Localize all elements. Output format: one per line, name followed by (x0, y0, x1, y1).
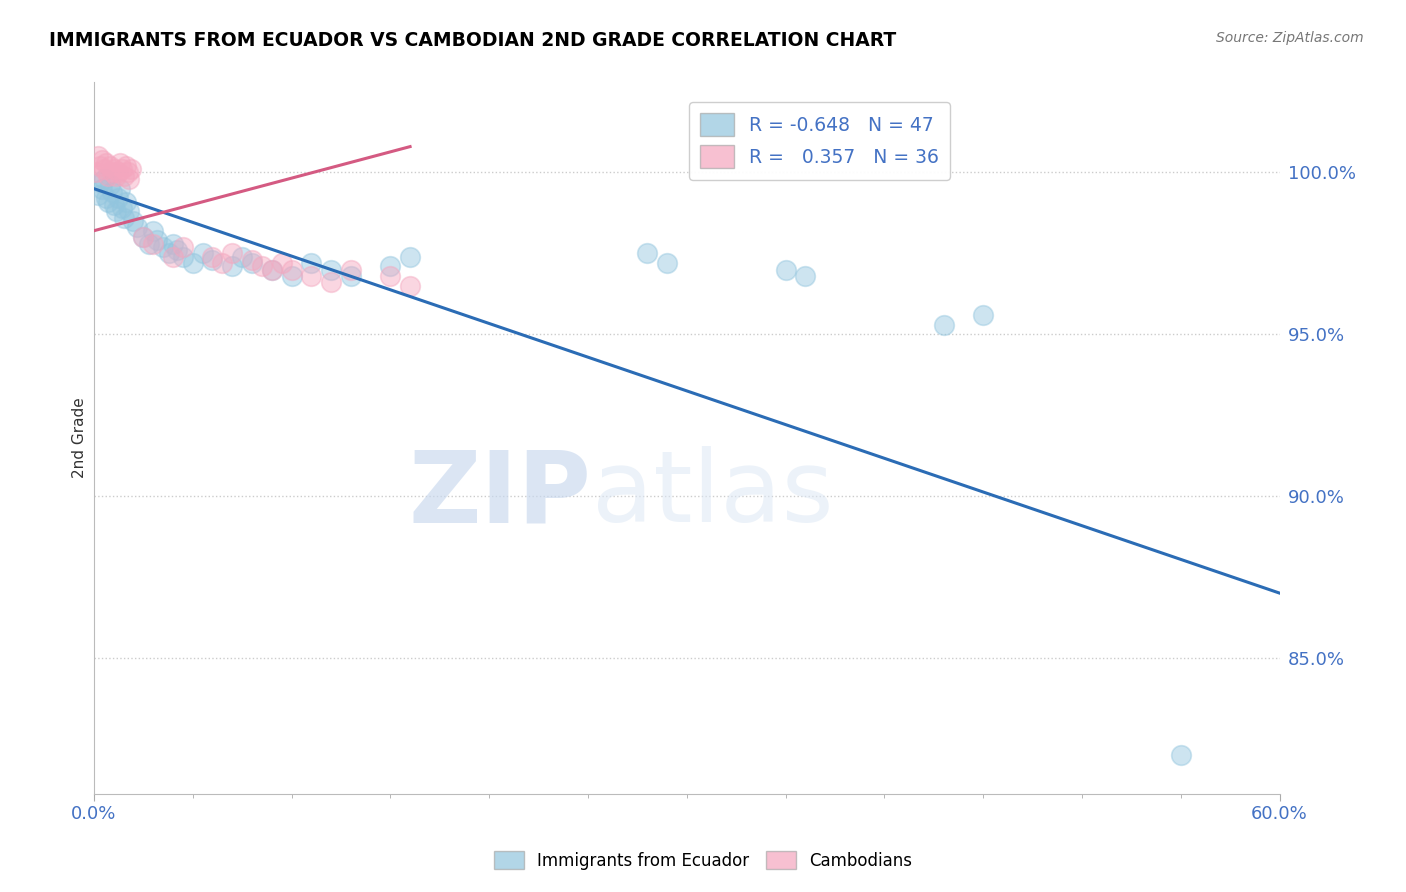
Point (794, 268, 817, 283)
Point (319, 276, 342, 290)
Point (231, 250, 253, 264)
Point (142, 236, 165, 251)
Point (108, 182, 131, 196)
Point (201, 250, 224, 264)
Point (172, 240, 194, 254)
Point (112, 211, 135, 225)
Point (103, 162, 125, 177)
Point (104, 204, 127, 219)
Point (112, 169, 135, 183)
Point (90, 153, 112, 167)
Point (399, 278, 422, 293)
Point (100, 185, 122, 199)
Point (94, 191, 117, 205)
Point (110, 162, 132, 177)
Point (270, 256, 292, 270)
Point (260, 262, 283, 277)
Point (132, 230, 155, 244)
Point (114, 159, 136, 173)
Y-axis label: 2nd Grade: 2nd Grade (72, 398, 87, 478)
Point (127, 220, 149, 235)
Point (121, 162, 143, 177)
Point (110, 201, 132, 215)
Point (98, 178, 121, 193)
Point (211, 256, 233, 270)
Text: IMMIGRANTS FROM ECUADOR VS CAMBODIAN 2ND GRADE CORRELATION CHART: IMMIGRANTS FROM ECUADOR VS CAMBODIAN 2ND… (49, 31, 897, 50)
Text: ZIP: ZIP (409, 446, 592, 543)
Point (260, 262, 283, 277)
Point (280, 262, 302, 277)
Point (181, 256, 204, 270)
Point (138, 236, 160, 251)
Point (93, 172, 115, 186)
Point (89, 175, 111, 189)
Point (107, 165, 129, 179)
Point (340, 268, 363, 283)
Point (340, 262, 363, 277)
Point (162, 236, 184, 251)
Point (100, 165, 122, 179)
Point (299, 256, 322, 270)
Point (93, 162, 115, 177)
Point (122, 214, 145, 228)
Point (240, 256, 263, 270)
Legend: R = -0.648   N = 47, R =   0.357   N = 36: R = -0.648 N = 47, R = 0.357 N = 36 (689, 102, 950, 179)
Point (118, 172, 141, 186)
Point (775, 262, 797, 277)
Point (221, 260, 243, 274)
Legend: Immigrants from Ecuador, Cambodians: Immigrants from Ecuador, Cambodians (486, 845, 920, 877)
Point (146, 234, 169, 248)
Point (87, 188, 110, 202)
Point (98, 159, 121, 173)
Point (380, 268, 402, 283)
Point (104, 169, 127, 183)
Point (132, 230, 155, 244)
Point (108, 155, 131, 169)
Point (201, 252, 224, 267)
Point (152, 240, 174, 254)
Point (118, 204, 141, 219)
Point (97, 169, 120, 183)
Point (172, 250, 194, 264)
Point (117, 165, 139, 179)
Point (399, 250, 422, 264)
Point (103, 198, 125, 212)
Point (299, 268, 322, 283)
Point (1170, 747, 1192, 762)
Point (280, 268, 302, 283)
Text: Source: ZipAtlas.com: Source: ZipAtlas.com (1216, 31, 1364, 45)
Point (932, 318, 955, 332)
Point (221, 246, 243, 260)
Point (380, 260, 402, 274)
Point (90, 182, 112, 196)
Point (84, 165, 107, 179)
Point (655, 256, 678, 270)
Text: atlas: atlas (592, 446, 834, 543)
Point (166, 243, 188, 257)
Point (636, 246, 658, 260)
Point (191, 246, 214, 260)
Point (97, 194, 120, 209)
Point (107, 191, 129, 205)
Point (94, 155, 117, 169)
Point (240, 252, 263, 267)
Point (319, 262, 342, 277)
Point (162, 250, 184, 264)
Point (89, 159, 111, 173)
Point (87, 149, 110, 163)
Point (114, 194, 136, 209)
Point (972, 308, 994, 322)
Point (142, 224, 165, 238)
Point (157, 246, 180, 260)
Point (250, 260, 273, 274)
